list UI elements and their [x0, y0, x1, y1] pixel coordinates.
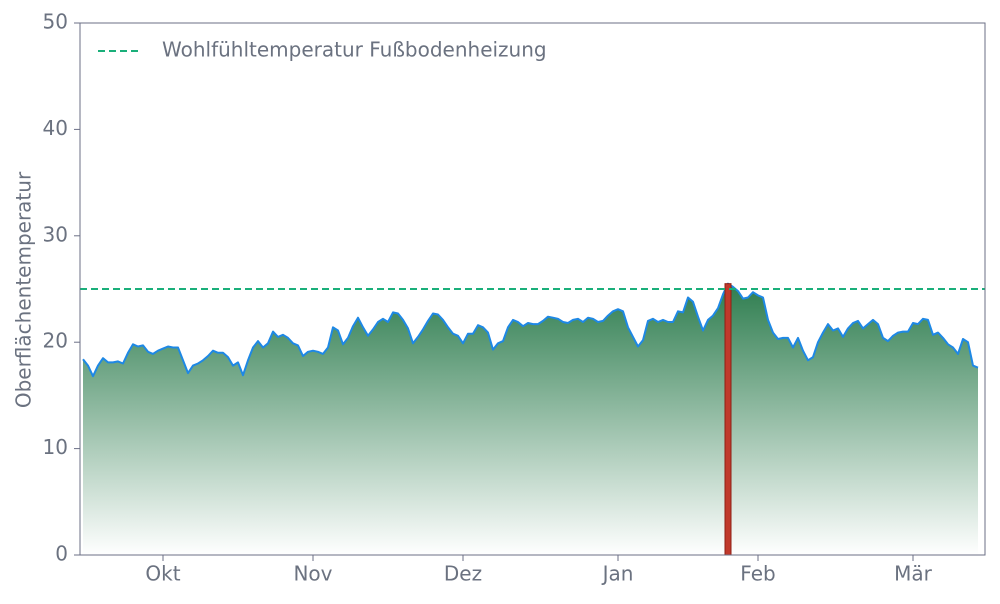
- legend-label: Wohlfühltemperatur Fußbodenheizung: [162, 38, 547, 62]
- y-tick-label: 50: [43, 10, 68, 34]
- x-tick-label: Dez: [444, 562, 482, 586]
- x-tick-label: Jan: [601, 562, 634, 586]
- y-tick-label: 30: [43, 222, 68, 246]
- x-tick-label: Feb: [740, 562, 775, 586]
- y-tick-label: 10: [43, 435, 68, 459]
- highlight-bar: [724, 283, 732, 556]
- x-tick-label: Nov: [293, 562, 332, 586]
- y-tick-label: 20: [43, 329, 68, 353]
- x-tick-label: Mär: [894, 562, 933, 586]
- y-axis-label: Oberflächentemperatur: [12, 171, 36, 408]
- area-fill: [83, 283, 978, 555]
- y-tick-label: 0: [55, 542, 68, 566]
- y-tick-label: 40: [43, 116, 68, 140]
- plot-frame: [79, 22, 986, 556]
- x-tick-label: Okt: [145, 562, 180, 586]
- line: [82, 282, 979, 378]
